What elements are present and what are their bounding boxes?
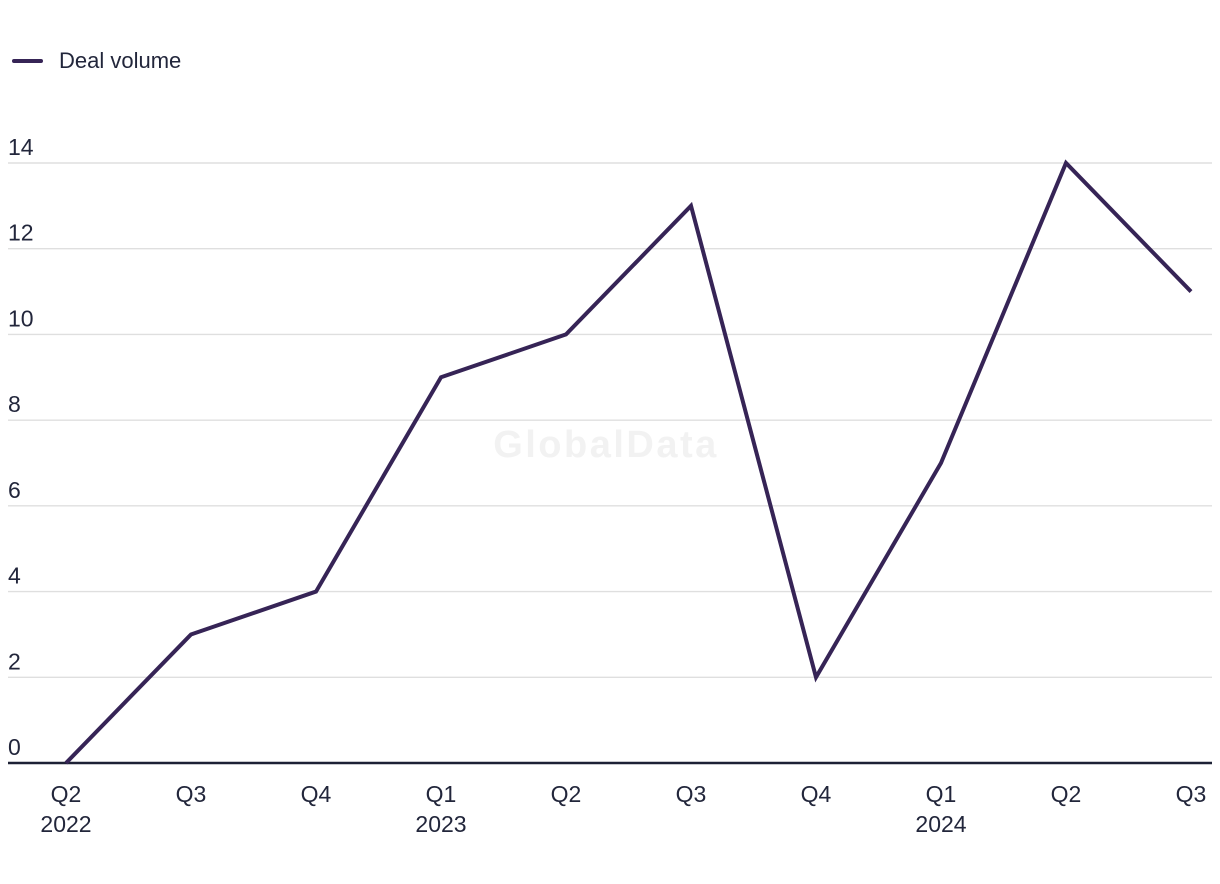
y-axis-tick-label: 12 <box>8 220 34 246</box>
y-axis-tick-label: 2 <box>8 648 21 674</box>
x-axis-quarter-label: Q1 <box>426 781 457 807</box>
x-axis-quarter-label: Q2 <box>51 781 82 807</box>
legend-series-label: Deal volume <box>59 48 182 73</box>
watermark-text: GlobalData <box>493 424 719 466</box>
x-axis-quarter-label: Q4 <box>801 781 832 807</box>
y-axis-tick-label: 10 <box>8 305 34 331</box>
x-axis-quarter-label: Q3 <box>676 781 707 807</box>
x-axis-quarter-label: Q3 <box>176 781 207 807</box>
legend-line-swatch <box>12 58 43 64</box>
series-line-deal-volume <box>64 159 1193 765</box>
y-axis-tick-label: 0 <box>8 734 21 760</box>
chart-legend: Deal volume <box>12 48 181 74</box>
y-axis-tick-label: 14 <box>8 134 34 160</box>
y-axis-tick-label: 6 <box>8 477 21 503</box>
x-axis-quarter-label: Q2 <box>1051 781 1082 807</box>
x-axis-quarter-label: Q4 <box>301 781 332 807</box>
x-axis-year-label: 2023 <box>415 811 466 837</box>
y-axis-tick-label: 8 <box>8 391 21 417</box>
x-axis-quarter-label: Q3 <box>1176 781 1207 807</box>
x-axis-year-label: 2024 <box>915 811 966 837</box>
x-axis-quarter-label: Q2 <box>551 781 582 807</box>
x-axis-year-label: 2022 <box>40 811 91 837</box>
y-axis-tick-label: 4 <box>8 563 21 589</box>
x-axis-quarter-label: Q1 <box>926 781 957 807</box>
